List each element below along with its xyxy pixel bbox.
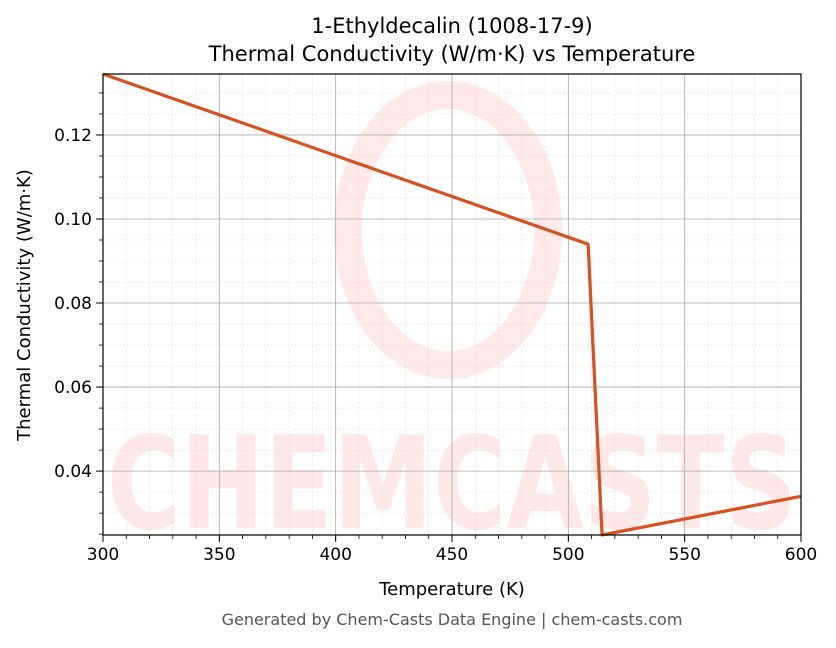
- y-tick-label: 0.10: [54, 210, 92, 230]
- series-line-group: [102, 72, 802, 537]
- x-tick-label: 400: [319, 545, 351, 565]
- watermark-logo-ring: [334, 81, 562, 379]
- footer-credit: Generated by Chem-Casts Data Engine | ch…: [222, 610, 683, 629]
- y-tick-label: 0.04: [54, 462, 92, 482]
- x-tick-label: 350: [203, 545, 235, 565]
- x-tick-label: 500: [552, 545, 584, 565]
- x-axis-label: Temperature (K): [378, 579, 525, 600]
- y-tick-label: 0.06: [54, 378, 92, 398]
- y-tick-label: 0.12: [54, 126, 92, 146]
- x-tick-label: 600: [785, 545, 817, 565]
- x-tick-label: 550: [668, 545, 700, 565]
- chart-title-line2: Thermal Conductivity (W/m·K) vs Temperat…: [208, 42, 696, 66]
- x-tick-label: 450: [436, 545, 468, 565]
- chart-title-line1: 1-Ethyldecalin (1008-17-9): [311, 14, 592, 38]
- y-axis-label: Thermal Conductivity (W/m·K): [14, 169, 35, 442]
- x-tick-label: 300: [87, 545, 119, 565]
- axis-ticks: 300 350 400 450 500 550 600 0.04 0.06 0.08 0.10 0.1…: [54, 92, 817, 565]
- y-tick-label: 0.08: [54, 294, 92, 314]
- series-line: [102, 72, 802, 537]
